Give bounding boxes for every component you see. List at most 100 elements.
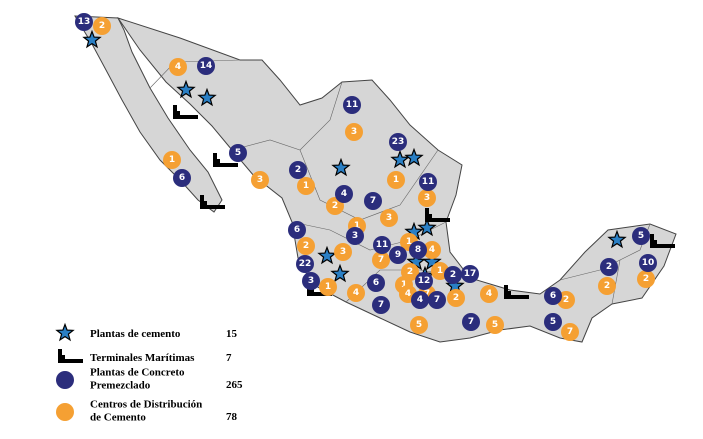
concrete-plant: [197, 57, 215, 75]
concrete-plant-label: 23: [392, 137, 405, 147]
distribution-center-label: 1: [303, 181, 309, 191]
distribution-center: [410, 316, 428, 334]
concrete-plant: [372, 296, 390, 314]
cement-plant-star: [331, 157, 351, 177]
cement-plant-star: [317, 245, 337, 265]
distribution-center: [637, 270, 655, 288]
concrete-plant-label: 13: [78, 17, 91, 27]
concrete-plant: [411, 291, 429, 309]
distribution-center-label: 1: [354, 221, 360, 231]
maritime-terminal: [58, 349, 83, 363]
legend: Plantas de cemento 15 Terminales Marítimas…: [55, 322, 243, 424]
concrete-plant: [296, 255, 314, 273]
distribution-center-label: 7: [378, 255, 384, 265]
legend-count: 15: [226, 328, 238, 340]
concrete-plant: [415, 272, 433, 290]
distribution-center: [163, 151, 181, 169]
concrete-plant-label: 17: [464, 269, 477, 279]
cement-plant-star: [390, 149, 410, 169]
cement-plant-star: [197, 87, 217, 107]
distribution-center-label: 1: [437, 266, 443, 276]
concrete-plant: [409, 241, 427, 259]
concrete-plant-label: 11: [422, 177, 435, 187]
concrete-plant-label: 12: [418, 276, 431, 286]
concrete-plant-label: 8: [415, 245, 421, 255]
distribution-center-label: 1: [401, 280, 407, 290]
concrete-plant: [364, 192, 382, 210]
maritime-terminal: [213, 153, 238, 167]
maritime-terminal: [200, 195, 225, 209]
cement-plant-star: [55, 322, 75, 342]
concrete-plant-label: 5: [235, 148, 241, 158]
concrete-plant-label: 6: [550, 291, 556, 301]
distribution-center-label: 2: [303, 241, 309, 251]
concrete-plant-label: 6: [373, 278, 379, 288]
concrete-plant: [632, 227, 650, 245]
legend-label: Plantas de Concreto: [90, 367, 185, 379]
cement-plant-star: [82, 29, 102, 49]
distribution-center: [345, 123, 363, 141]
concrete-plant-label: 7: [468, 317, 474, 327]
concrete-plant: [419, 173, 437, 191]
distribution-center-label: 4: [175, 62, 181, 72]
concrete-plant: [335, 185, 353, 203]
concrete-plant-label: 2: [450, 270, 456, 280]
legend-distribution: [56, 403, 74, 421]
distribution-center: [561, 323, 579, 341]
maritime-terminal: [425, 208, 450, 222]
distribution-center: [418, 189, 436, 207]
distribution-center: [598, 277, 616, 295]
concrete-plant-label: 3: [352, 231, 358, 241]
concrete-plant-label: 6: [294, 225, 300, 235]
concrete-plant-label: 2: [606, 262, 612, 272]
distribution-center: [251, 171, 269, 189]
concrete-plant-label: 7: [370, 196, 376, 206]
concrete-plant-label: 5: [550, 317, 556, 327]
concrete-plant: [302, 272, 320, 290]
distribution-center-label: 1: [406, 237, 412, 247]
maritime-terminal: [650, 234, 675, 248]
legend-label: Terminales Marítimas: [90, 352, 195, 364]
concrete-plant-label: 2: [295, 165, 301, 175]
concrete-plant-label: 4: [341, 189, 347, 199]
concrete-plant: [461, 265, 479, 283]
concrete-plant-label: 22: [299, 259, 312, 269]
legend-count: 265: [226, 379, 243, 391]
distribution-center-label: 2: [453, 293, 459, 303]
concrete-plant: [428, 291, 446, 309]
concrete-plant: [544, 313, 562, 331]
concrete-plant: [229, 144, 247, 162]
distribution-center-label: 3: [351, 127, 357, 137]
distribution-center: [380, 209, 398, 227]
concrete-plant-label: 5: [638, 231, 644, 241]
distribution-center-label: 4: [429, 245, 435, 255]
legend-label: de Cemento: [90, 412, 146, 424]
concrete-plant: [444, 266, 462, 284]
distribution-center: [387, 171, 405, 189]
country-shape: [74, 15, 677, 343]
concrete-plant-label: 7: [434, 295, 440, 305]
distribution-center-label: 2: [604, 281, 610, 291]
concrete-plant: [346, 227, 364, 245]
distribution-center: [486, 316, 504, 334]
distribution-center-label: 7: [424, 289, 430, 299]
legend-count: 7: [226, 352, 232, 364]
cement-plant-star: [607, 229, 627, 249]
distribution-center: [319, 278, 337, 296]
distribution-center-label: 7: [567, 327, 573, 337]
concrete-plant: [289, 161, 307, 179]
concrete-plant: [389, 246, 407, 264]
distribution-center: [297, 237, 315, 255]
concrete-plant-label: 6: [179, 173, 185, 183]
concrete-plant-label: 11: [376, 240, 389, 250]
concrete-plant-label: 3: [308, 276, 314, 286]
distribution-center-label: 1: [325, 282, 331, 292]
distribution-center-label: 4: [405, 289, 411, 299]
distribution-center-label: 2: [563, 295, 569, 305]
distribution-center: [334, 243, 352, 261]
distribution-center-label: 2: [407, 267, 413, 277]
distribution-center-label: 1: [169, 155, 175, 165]
distribution-center-label: 4: [353, 288, 359, 298]
concrete-plant: [462, 313, 480, 331]
